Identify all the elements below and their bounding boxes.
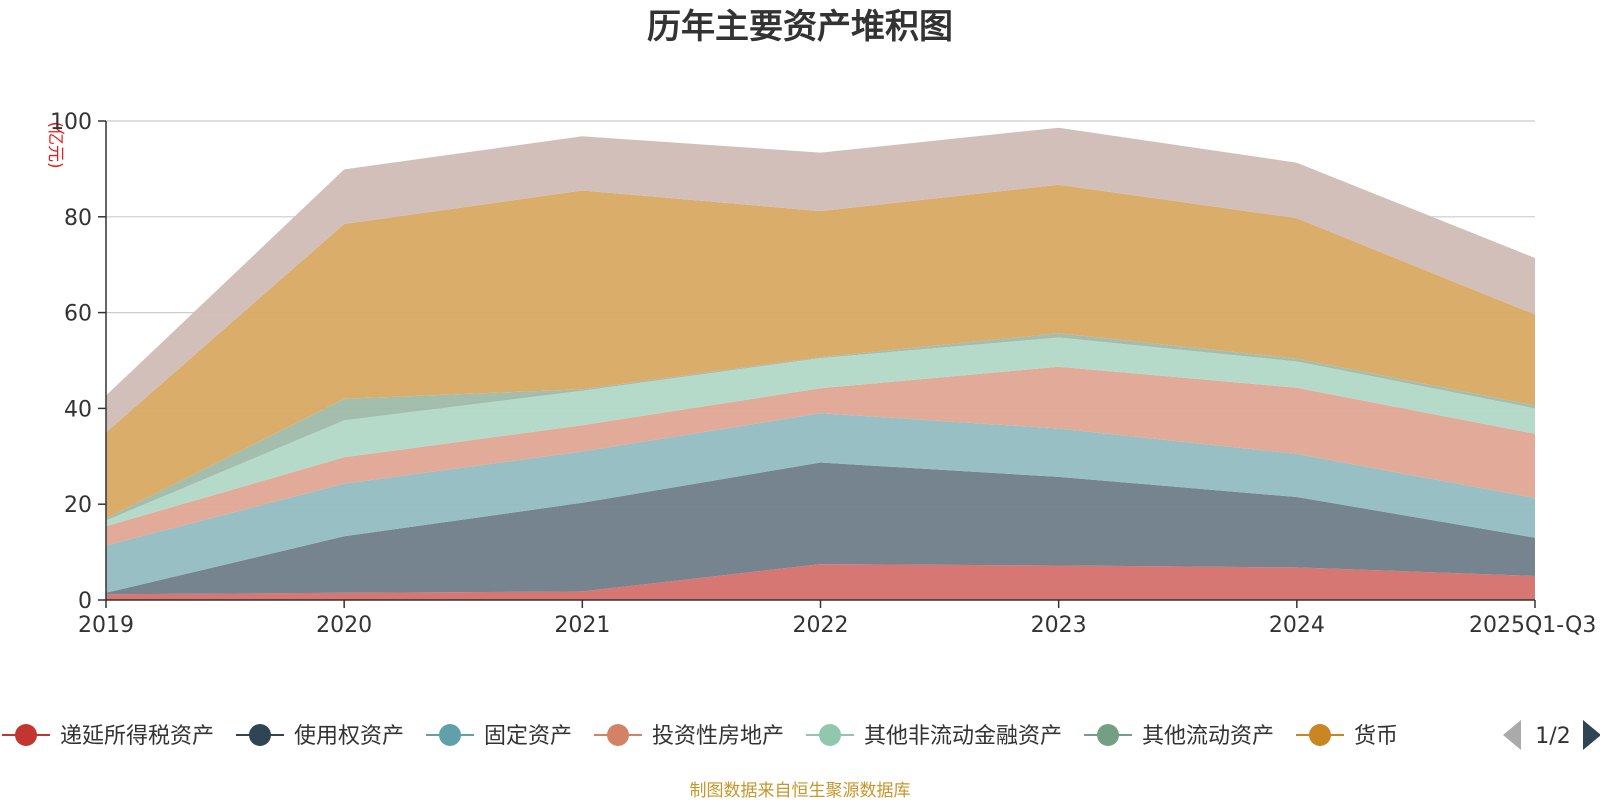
- area-series-0: [106, 564, 1535, 600]
- legend-item[interactable]: 投资性房地产: [594, 724, 784, 749]
- legend-next-page-icon[interactable]: [1583, 720, 1600, 750]
- x-tick-label: 2021: [554, 613, 610, 638]
- area-series-3: [106, 366, 1535, 546]
- area-series-group: [106, 127, 1535, 600]
- legend-circle-marker: [439, 724, 461, 746]
- legend[interactable]: 递延所得税资产 使用权资产 固定资产 投资性房地产 其他非流动金融资产 其他流动资产 货币 1…: [2, 720, 1600, 750]
- legend-item[interactable]: 其他流动资产: [1084, 724, 1274, 749]
- axes: 0 20 40 60 80 100 2019 2020 2021 2022 2023 2024 2025…: [50, 110, 1596, 638]
- legend-item[interactable]: 其他非流动金融资产: [806, 724, 1062, 749]
- legend-label: 货币: [1354, 724, 1398, 749]
- legend-circle-marker: [819, 724, 841, 746]
- x-tick-label: 2019: [78, 613, 134, 638]
- y-tick-label: 100: [50, 110, 92, 135]
- y-tick-label: 80: [64, 206, 92, 231]
- legend-item[interactable]: 使用权资产: [236, 724, 404, 749]
- x-tick-label: 2020: [316, 613, 372, 638]
- chart-title: 历年主要资产堆积图: [647, 7, 953, 47]
- x-tick-label: 2023: [1031, 613, 1087, 638]
- legend-label: 递延所得税资产: [60, 724, 214, 749]
- y-tick-label: 60: [64, 302, 92, 327]
- legend-circle-marker: [1097, 724, 1119, 746]
- legend-page-indicator: 1/2: [1535, 724, 1570, 749]
- legend-prev-page-icon[interactable]: [1503, 720, 1521, 750]
- legend-label: 使用权资产: [294, 724, 404, 749]
- legend-label: 其他流动资产: [1142, 724, 1274, 749]
- source-note: 制图数据来自恒生聚源数据库: [690, 781, 911, 800]
- area-series-6: [106, 184, 1535, 519]
- legend-circle-marker: [15, 724, 37, 746]
- y-tick-label: 0: [78, 589, 92, 614]
- x-tick-label: 2024: [1269, 613, 1325, 638]
- area-series-4: [106, 337, 1535, 527]
- area-series-7: [106, 127, 1535, 433]
- y-tick-label: 40: [64, 397, 92, 422]
- legend-label: 固定资产: [484, 724, 572, 749]
- legend-circle-marker: [1309, 724, 1331, 746]
- legend-item[interactable]: 货币: [1296, 724, 1398, 749]
- legend-label: 其他非流动金融资产: [864, 724, 1062, 749]
- x-tick-label: 2022: [793, 613, 849, 638]
- legend-label: 投资性房地产: [652, 724, 784, 749]
- legend-circle-marker: [607, 724, 629, 746]
- area-series-1: [106, 462, 1535, 595]
- area-series-2: [106, 413, 1535, 593]
- legend-item[interactable]: 固定资产: [426, 724, 572, 749]
- y-tick-label: 20: [64, 493, 92, 518]
- x-tick-label: 2025Q1-Q3: [1469, 613, 1596, 638]
- legend-circle-marker: [249, 724, 271, 746]
- legend-item[interactable]: 递延所得税资产: [2, 724, 214, 749]
- y-axis-unit: (亿元): [45, 121, 65, 168]
